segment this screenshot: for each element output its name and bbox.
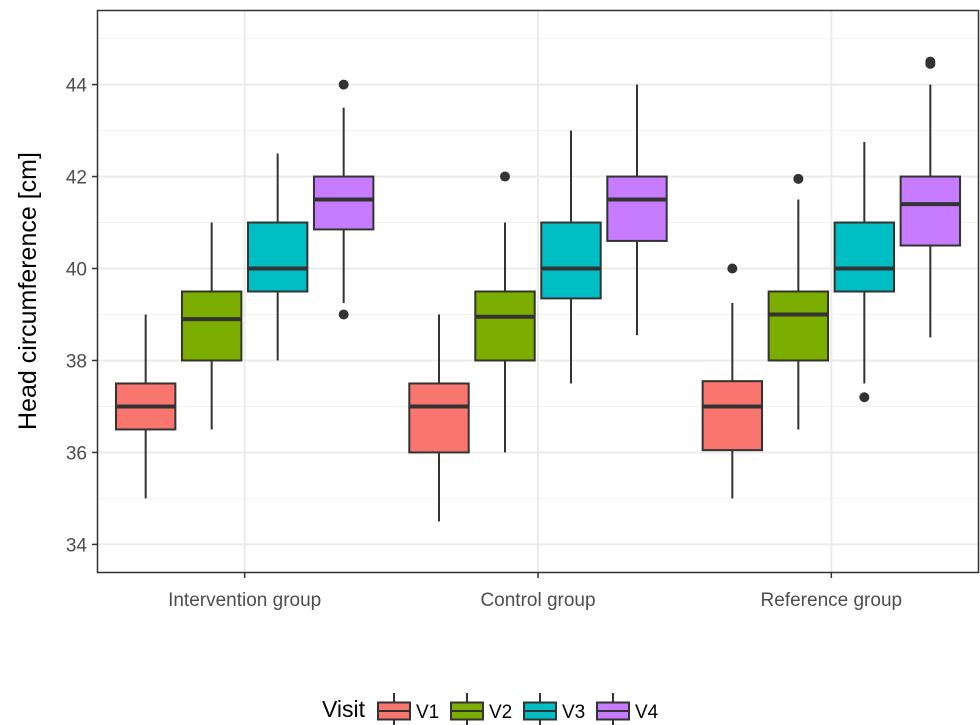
x-tick-label: Reference group: [761, 590, 903, 611]
y-tick-label: 42: [66, 168, 87, 189]
legend-title: Visit: [322, 696, 366, 722]
box-iqr: [246, 221, 309, 293]
y-axis-title: Head circumference [cm]: [14, 152, 42, 430]
x-tick-label: Intervention group: [168, 590, 321, 611]
box-v1-2: [701, 263, 764, 499]
legend-item-v4: V4: [596, 693, 659, 725]
box-v3-1: [540, 130, 602, 384]
box-v1-0: [114, 314, 177, 499]
boxplot-series: [114, 56, 962, 522]
y-tick-label: 44: [66, 76, 88, 97]
box-iqr: [606, 175, 668, 242]
outlier-point: [338, 309, 349, 320]
legend-item-v3: V3: [523, 693, 585, 725]
y-tick-label: 38: [66, 351, 87, 372]
legend-label: V3: [562, 702, 585, 723]
box-iqr: [408, 382, 470, 454]
legend-item-v2: V2: [450, 693, 512, 725]
y-tick-label: 36: [66, 443, 87, 464]
box-iqr: [312, 175, 375, 231]
y-tick-label: 34: [66, 535, 88, 556]
box-iqr: [180, 290, 243, 362]
major-gridlines: [98, 11, 978, 572]
box-v3-0: [246, 153, 309, 361]
y-axis: 34 36 38 40 42 44: [66, 76, 98, 556]
legend-label: V4: [635, 702, 659, 723]
outlier-point: [727, 263, 738, 274]
outlier-point: [793, 173, 804, 184]
legend-item-v1: V1: [377, 693, 439, 725]
box-v2-1: [474, 171, 536, 453]
box-iqr: [474, 290, 536, 362]
outlier-point: [500, 171, 510, 182]
outlier-point: [338, 79, 349, 90]
box-iqr: [833, 221, 896, 293]
box-iqr: [767, 290, 830, 362]
y-tick-label: 40: [66, 260, 87, 281]
box-v4-2: [899, 56, 962, 338]
box-v2-0: [180, 222, 243, 430]
x-tick-label: Control group: [480, 590, 595, 611]
box-v3-2: [833, 142, 896, 403]
box-iqr: [899, 175, 962, 247]
box-v2-2: [767, 173, 830, 430]
box-iqr: [540, 221, 602, 300]
x-axis: Intervention group Control group Reference…: [168, 572, 902, 611]
box-v4-1: [606, 84, 668, 336]
legend: Visit V1 V2 V3 V4: [322, 693, 659, 725]
legend-label: V2: [489, 702, 512, 723]
box-v4-0: [312, 79, 375, 320]
outlier-point: [859, 392, 870, 403]
legend-label: V1: [416, 702, 439, 723]
box-iqr: [701, 380, 764, 452]
box-v1-1: [408, 314, 470, 522]
outlier-point: [925, 56, 936, 67]
